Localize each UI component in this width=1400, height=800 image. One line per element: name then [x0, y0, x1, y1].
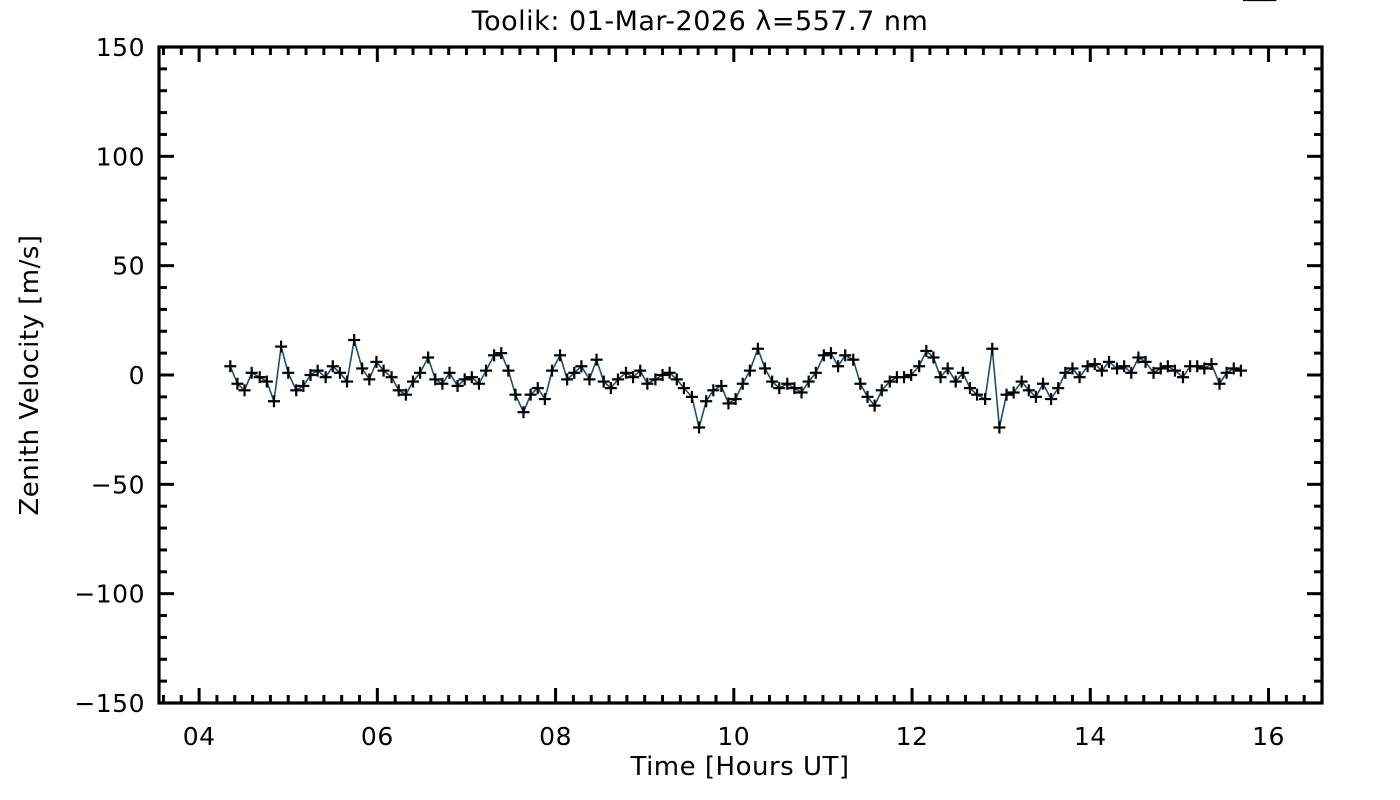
x-axis-tick-label: 14: [1074, 722, 1107, 751]
x-axis-tick-label: 04: [183, 722, 216, 751]
axes-group: [157, 45, 1324, 705]
x-axis-tick-label: 16: [1252, 722, 1285, 751]
y-axis-tick-label: 150: [96, 33, 145, 62]
y-axis-tick-label: −100: [74, 580, 145, 609]
x-axis-tick-label: 10: [717, 722, 750, 751]
x-axis-label: Time [Hours UT]: [629, 752, 849, 782]
y-axis-tick-label: −50: [91, 470, 145, 499]
data-markers: [224, 0, 1277, 434]
tick-labels-group: 04 06 08 10 12 14 16 −150 −100 −50 0 50 100 150: [74, 33, 1285, 751]
data-series-group: [224, 0, 1277, 434]
y-axis-tick-label: 0: [129, 361, 145, 390]
data-line: [229, 339, 1242, 429]
y-axis-label: Zenith Velocity [m/s]: [15, 234, 45, 515]
x-axis-tick-label: 08: [539, 722, 572, 751]
chart-title: Toolik: 01-Mar-2026 λ=557.7 nm: [471, 6, 929, 37]
y-axis-tick-label: −150: [74, 689, 145, 718]
plot-frame: [157, 45, 1324, 705]
x-axis-tick-label: 12: [896, 722, 929, 751]
x-axis-tick-label: 06: [361, 722, 394, 751]
y-axis-tick-label: 50: [112, 252, 145, 281]
y-axis-tick-label: 100: [96, 142, 145, 171]
